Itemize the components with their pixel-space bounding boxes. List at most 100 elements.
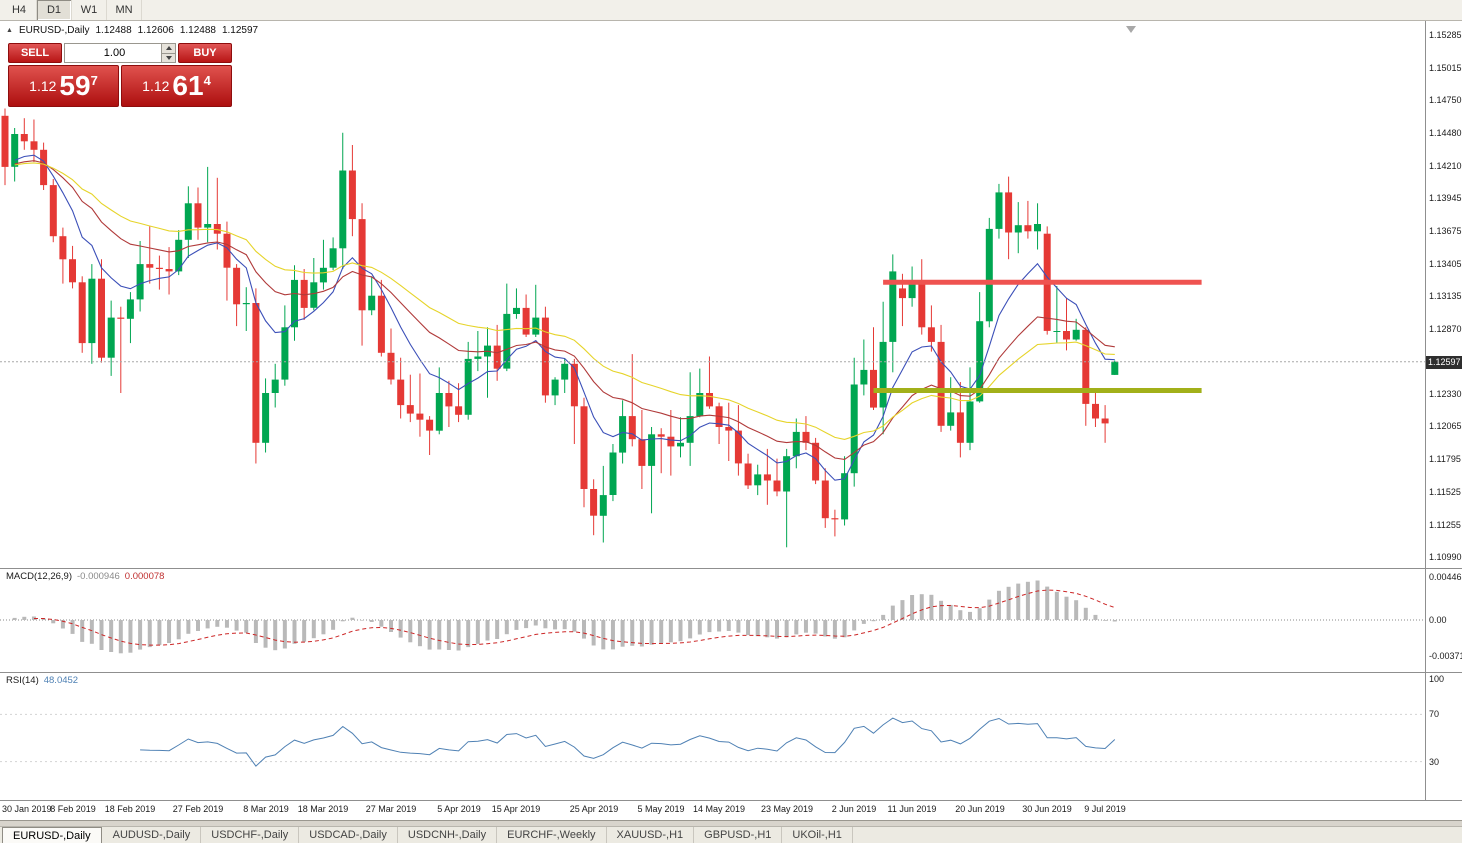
chart-tab-6[interactable]: XAUUSD-,H1	[607, 827, 695, 843]
chart-tab-3[interactable]: USDCAD-,Daily	[299, 827, 398, 843]
price-scale-label: 1.12330	[1429, 389, 1462, 399]
volume-decrease-button[interactable]	[162, 52, 175, 62]
time-scale-label: 15 Apr 2019	[491, 804, 541, 814]
timeframe-toolbar: H4 D1 W1 MN	[0, 0, 1462, 21]
price-scale-label: 1.14210	[1429, 161, 1462, 171]
rsi-value: 48.0452	[43, 675, 79, 686]
price-scale-label: 1.13675	[1429, 226, 1462, 236]
volume-spinner	[161, 44, 175, 62]
ohlc-high: 1.12606	[137, 25, 174, 36]
rsi-indicator-panel: RSI(14) 48.0452	[0, 672, 1425, 800]
volume-input[interactable]	[65, 44, 175, 62]
time-scale-label: 2 Jun 2019	[831, 804, 877, 814]
macd-main-value: -0.000946	[77, 571, 120, 582]
time-scale-label: 30 Jun 2019	[1022, 804, 1072, 814]
price-scale-label: 1.11795	[1429, 454, 1461, 464]
time-scale[interactable]: 30 Jan 2019 8 Feb 2019 18 Feb 2019 27 Feb 2…	[0, 800, 1425, 820]
buy-price-sup: 4	[203, 73, 211, 88]
buy-quote-button[interactable]: 1.12 61 4	[121, 65, 232, 107]
macd-indicator-panel: MACD(12,26,9) -0.000946 0.000078	[0, 568, 1425, 672]
price-scale-label: 1.12870	[1429, 324, 1462, 334]
time-scale-label: 30 Jan 2019	[2, 804, 52, 814]
price-chart-panel: ▲ EURUSD-,Daily 1.12488 1.12606 1.12488 …	[0, 21, 1425, 568]
timeframe-button-h4[interactable]: H4	[2, 0, 37, 20]
time-scale-label: 25 Apr 2019	[569, 804, 619, 814]
sell-price-big: 59	[59, 70, 91, 101]
buy-price-big: 61	[172, 70, 204, 101]
time-scale-label: 23 May 2019	[760, 804, 814, 814]
panel-separator[interactable]	[0, 672, 1462, 673]
sell-button[interactable]: SELL	[8, 43, 62, 63]
chart-tab-5[interactable]: EURCHF-,Weekly	[497, 827, 607, 843]
ohlc-open: 1.12488	[95, 25, 132, 36]
price-scale-label: 1.11255	[1429, 520, 1461, 530]
sell-price-sup: 7	[90, 73, 98, 88]
time-scale-label: 8 Mar 2019	[243, 804, 289, 814]
volume-increase-button[interactable]	[162, 44, 175, 53]
price-scale-label: 1.14750	[1429, 95, 1462, 105]
ohlc-low: 1.12488	[179, 25, 216, 36]
rsi-scale-label: 70	[1429, 709, 1440, 719]
rsi-scale-label: 100	[1429, 674, 1445, 684]
collapse-panel-icon[interactable]: ▲	[6, 27, 13, 34]
time-scale-label: 11 Jun 2019	[887, 804, 937, 814]
volume-field	[64, 43, 176, 63]
rsi-indicator-label: RSI(14) 48.0452	[6, 675, 78, 686]
price-scale-label: 1.14480	[1429, 128, 1462, 138]
macd-scale-label: 0.00	[1429, 615, 1447, 625]
symbol-label: EURUSD-,Daily	[18, 25, 90, 36]
price-chart-canvas[interactable]	[0, 21, 1425, 568]
time-scale-label: 8 Feb 2019	[50, 804, 96, 814]
macd-indicator-label: MACD(12,26,9) -0.000946 0.000078	[6, 571, 164, 582]
price-scale-label: 1.13945	[1429, 193, 1462, 203]
panel-separator	[0, 800, 1462, 801]
macd-name: MACD(12,26,9)	[6, 571, 72, 582]
chart-workspace: ▲ EURUSD-,Daily 1.12488 1.12606 1.12488 …	[0, 21, 1462, 820]
timeframe-button-mn[interactable]: MN	[107, 0, 142, 20]
chart-tab-8[interactable]: UKOil-,H1	[782, 827, 853, 843]
timeframe-button-w1[interactable]: W1	[72, 0, 107, 20]
time-scale-label: 14 May 2019	[692, 804, 746, 814]
chart-tab-0[interactable]: EURUSD-,Daily	[2, 827, 102, 843]
rsi-name: RSI(14)	[6, 675, 39, 686]
time-scale-label: 9 Jul 2019	[1084, 804, 1126, 814]
macd-scale-label: -0.003715	[1429, 651, 1462, 661]
sell-quote-button[interactable]: 1.12 59 7	[8, 65, 119, 107]
ohlc-close: 1.12597	[221, 25, 259, 36]
price-scale-label: 1.12065	[1429, 421, 1462, 431]
chart-shift-marker[interactable]	[1126, 26, 1136, 33]
macd-signal-value: 0.000078	[124, 571, 165, 582]
price-scale-label: 1.10990	[1429, 552, 1462, 562]
price-scale[interactable]: 1.15285 1.15015 1.14750 1.14480 1.14210 1.139…	[1425, 21, 1462, 800]
price-scale-label: 1.13135	[1429, 291, 1462, 301]
chart-tabs-bar: EURUSD-,Daily AUDUSD-,Daily USDCHF-,Daily U…	[0, 826, 1462, 843]
time-scale-label: 5 May 2019	[637, 804, 685, 814]
time-scale-label: 18 Feb 2019	[104, 804, 156, 814]
time-scale-label: 20 Jun 2019	[955, 804, 1005, 814]
macd-canvas[interactable]	[0, 568, 1425, 672]
chart-tab-7[interactable]: GBPUSD-,H1	[694, 827, 783, 843]
buy-price-prefix: 1.12	[142, 78, 170, 94]
time-scale-label: 18 Mar 2019	[297, 804, 349, 814]
panel-separator[interactable]	[0, 568, 1462, 569]
sell-price-prefix: 1.12	[29, 78, 57, 94]
rsi-canvas[interactable]	[0, 672, 1425, 800]
chart-tab-1[interactable]: AUDUSD-,Daily	[103, 827, 202, 843]
current-price-tag: 1.12597	[1426, 356, 1462, 369]
chart-title: ▲ EURUSD-,Daily 1.12488 1.12606 1.12488 …	[6, 25, 258, 36]
price-scale-label: 1.15015	[1429, 63, 1462, 73]
chart-tab-2[interactable]: USDCHF-,Daily	[201, 827, 300, 843]
price-scale-label: 1.15285	[1429, 30, 1462, 40]
time-scale-label: 27 Feb 2019	[172, 804, 224, 814]
time-scale-label: 5 Apr 2019	[437, 804, 481, 814]
rsi-scale-label: 30	[1429, 757, 1440, 767]
price-scale-label: 1.13405	[1429, 259, 1462, 269]
window-resize-strip	[0, 820, 1462, 826]
chart-tab-4[interactable]: USDCNH-,Daily	[398, 827, 498, 843]
price-scale-label: 1.11525	[1429, 487, 1461, 497]
buy-button[interactable]: BUY	[178, 43, 232, 63]
time-scale-label: 27 Mar 2019	[365, 804, 417, 814]
timeframe-button-d1[interactable]: D1	[37, 0, 72, 20]
macd-scale-label: 0.004465	[1429, 572, 1462, 582]
